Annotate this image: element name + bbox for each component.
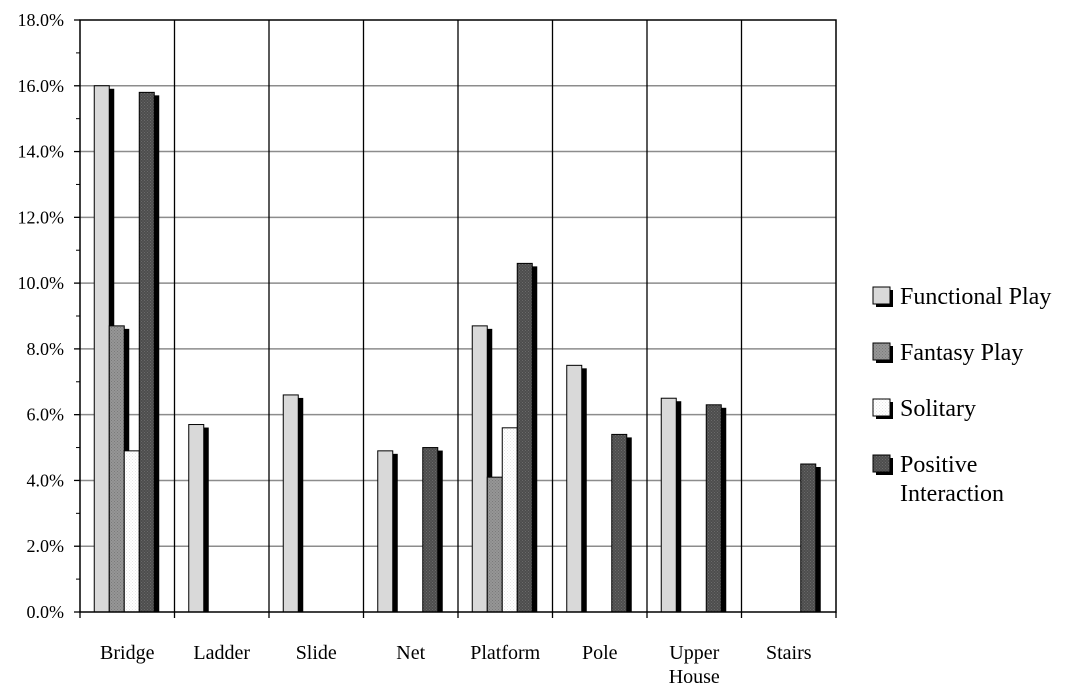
legend-item: Solitary bbox=[872, 396, 976, 422]
y-tick-label: 2.0% bbox=[27, 536, 65, 556]
x-tick-label: Upper House bbox=[669, 642, 720, 688]
legend-label: Positive Interaction bbox=[900, 452, 1004, 507]
x-tick-label: Ladder bbox=[193, 642, 250, 664]
y-tick-label: 6.0% bbox=[27, 405, 65, 425]
bar bbox=[108, 325, 125, 613]
bar-shadow bbox=[436, 450, 443, 612]
bar-shadow bbox=[297, 397, 304, 612]
legend-item: Functional Play bbox=[872, 284, 1051, 310]
bar bbox=[705, 404, 722, 613]
y-tick-label: 0.0% bbox=[27, 602, 65, 622]
legend-swatch bbox=[872, 286, 891, 305]
x-tick-label: Platform bbox=[470, 642, 540, 664]
y-tick-label: 8.0% bbox=[27, 339, 65, 359]
bar bbox=[93, 85, 110, 613]
bar bbox=[566, 364, 583, 613]
bar-shadow bbox=[531, 266, 538, 612]
legend-label: Solitary bbox=[900, 396, 976, 422]
bar bbox=[611, 433, 628, 613]
bar-shadow bbox=[814, 467, 821, 612]
bar-shadow bbox=[580, 368, 587, 612]
x-tick-label: Net bbox=[396, 642, 425, 664]
legend-item: Positive Interaction bbox=[872, 452, 1004, 507]
x-tick-label: Pole bbox=[582, 642, 618, 664]
legend-swatch bbox=[872, 342, 891, 361]
bar bbox=[800, 463, 817, 613]
bar-shadow bbox=[675, 401, 682, 612]
legend-label: Functional Play bbox=[900, 284, 1051, 310]
bar bbox=[501, 427, 518, 613]
legend-item: Fantasy Play bbox=[872, 340, 1023, 366]
bar bbox=[516, 262, 533, 613]
x-tick-label: Slide bbox=[296, 642, 337, 664]
y-tick-label: 4.0% bbox=[27, 470, 65, 490]
bar bbox=[188, 424, 205, 613]
x-tick-label: Bridge bbox=[100, 642, 155, 664]
bar-shadow bbox=[391, 453, 398, 612]
bar-shadow bbox=[153, 95, 160, 613]
legend-swatch bbox=[872, 398, 891, 417]
bar bbox=[471, 325, 488, 613]
y-tick-label: 12.0% bbox=[18, 207, 65, 227]
bar-shadow bbox=[202, 427, 209, 612]
bar bbox=[377, 450, 394, 613]
legend-swatch bbox=[872, 454, 891, 473]
bar bbox=[138, 91, 155, 613]
bar bbox=[123, 450, 140, 613]
x-tick-label: Stairs bbox=[766, 642, 812, 664]
y-tick-label: 10.0% bbox=[18, 273, 65, 293]
y-tick-label: 18.0% bbox=[18, 10, 65, 30]
y-tick-label: 16.0% bbox=[18, 76, 65, 96]
bar bbox=[486, 476, 503, 613]
bar-shadow bbox=[486, 328, 493, 612]
bar bbox=[282, 394, 299, 613]
y-tick-label: 14.0% bbox=[18, 142, 65, 162]
bar-shadow bbox=[720, 407, 727, 612]
bar-shadow bbox=[625, 437, 632, 612]
bar bbox=[660, 397, 677, 613]
legend-label: Fantasy Play bbox=[900, 340, 1023, 366]
bar bbox=[422, 447, 439, 613]
